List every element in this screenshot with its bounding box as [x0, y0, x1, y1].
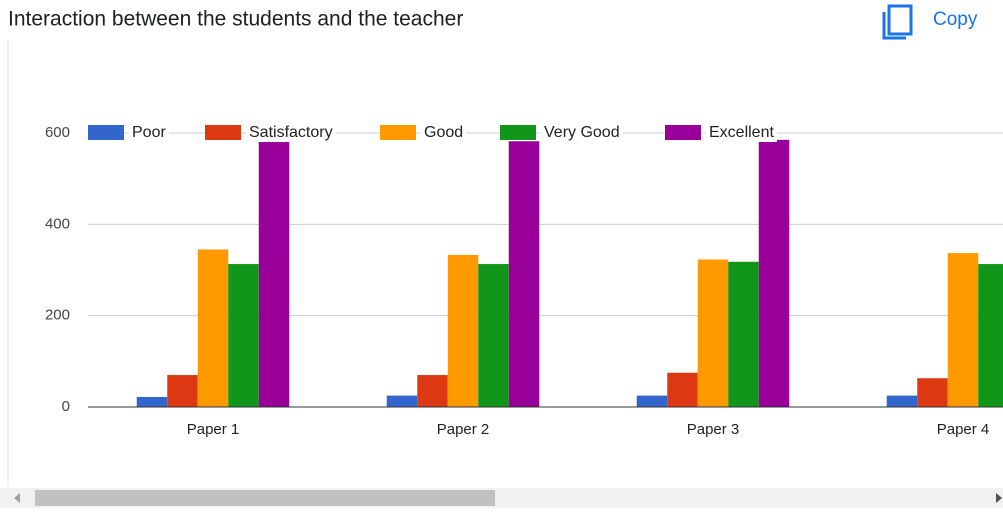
legend-swatch	[665, 125, 701, 140]
bar	[228, 264, 259, 407]
copy-label: Copy	[933, 9, 978, 30]
bar	[447, 254, 479, 407]
legend-label: Poor	[132, 124, 166, 141]
y-tick-label: 600	[45, 124, 70, 141]
bar	[947, 253, 979, 407]
x-tick-label: Paper 3	[687, 421, 740, 438]
bar	[417, 375, 448, 407]
bar	[667, 372, 698, 407]
legend-label-bg	[421, 124, 467, 142]
bar	[636, 395, 668, 407]
x-tick-label: Paper 2	[437, 421, 490, 438]
bar	[258, 141, 290, 407]
legend-label: Excellent	[709, 124, 774, 141]
x-tick-label: Paper 4	[937, 421, 990, 438]
bar	[478, 264, 509, 407]
copy-icon-back	[882, 12, 906, 40]
y-tick-label: 400	[45, 215, 70, 232]
legend-label: Good	[424, 124, 463, 141]
scroll-right[interactable]	[996, 493, 1002, 503]
copy-icon	[887, 4, 913, 36]
legend-swatch	[205, 125, 241, 140]
chart-title: Interaction between the students and the…	[8, 8, 463, 31]
x-tick-label: Paper 1	[187, 421, 240, 438]
bar	[136, 396, 168, 407]
legend-label-bg	[129, 124, 169, 142]
y-tick-label: 200	[45, 307, 70, 324]
legend-swatch	[500, 125, 536, 140]
plot: 0 200 400 600 Paper 1 Paper 2 Paper 3 Paper 4 Po…	[45, 124, 1003, 438]
legend-label-bg	[246, 124, 336, 142]
bar	[917, 378, 948, 407]
scroll-thumb[interactable]	[35, 490, 495, 506]
copy-button[interactable]: Copy	[882, 4, 978, 40]
bar	[697, 259, 729, 407]
bar	[167, 375, 198, 407]
bar	[886, 395, 918, 407]
legend-label-bg	[706, 124, 777, 142]
bar	[728, 261, 759, 407]
bar	[197, 249, 229, 407]
y-tick-label: 0	[62, 398, 70, 415]
scroll-left[interactable]	[14, 493, 20, 503]
legend-label-bg	[541, 124, 623, 142]
bar	[508, 141, 540, 407]
bar	[758, 139, 790, 407]
legend-label: Very Good	[544, 124, 620, 141]
scrollbar[interactable]	[0, 488, 1003, 508]
bar	[386, 395, 418, 407]
legend-label: Satisfactory	[249, 124, 333, 141]
legend-swatch	[88, 125, 124, 140]
legend-swatch	[380, 125, 416, 140]
bar	[978, 264, 1003, 407]
